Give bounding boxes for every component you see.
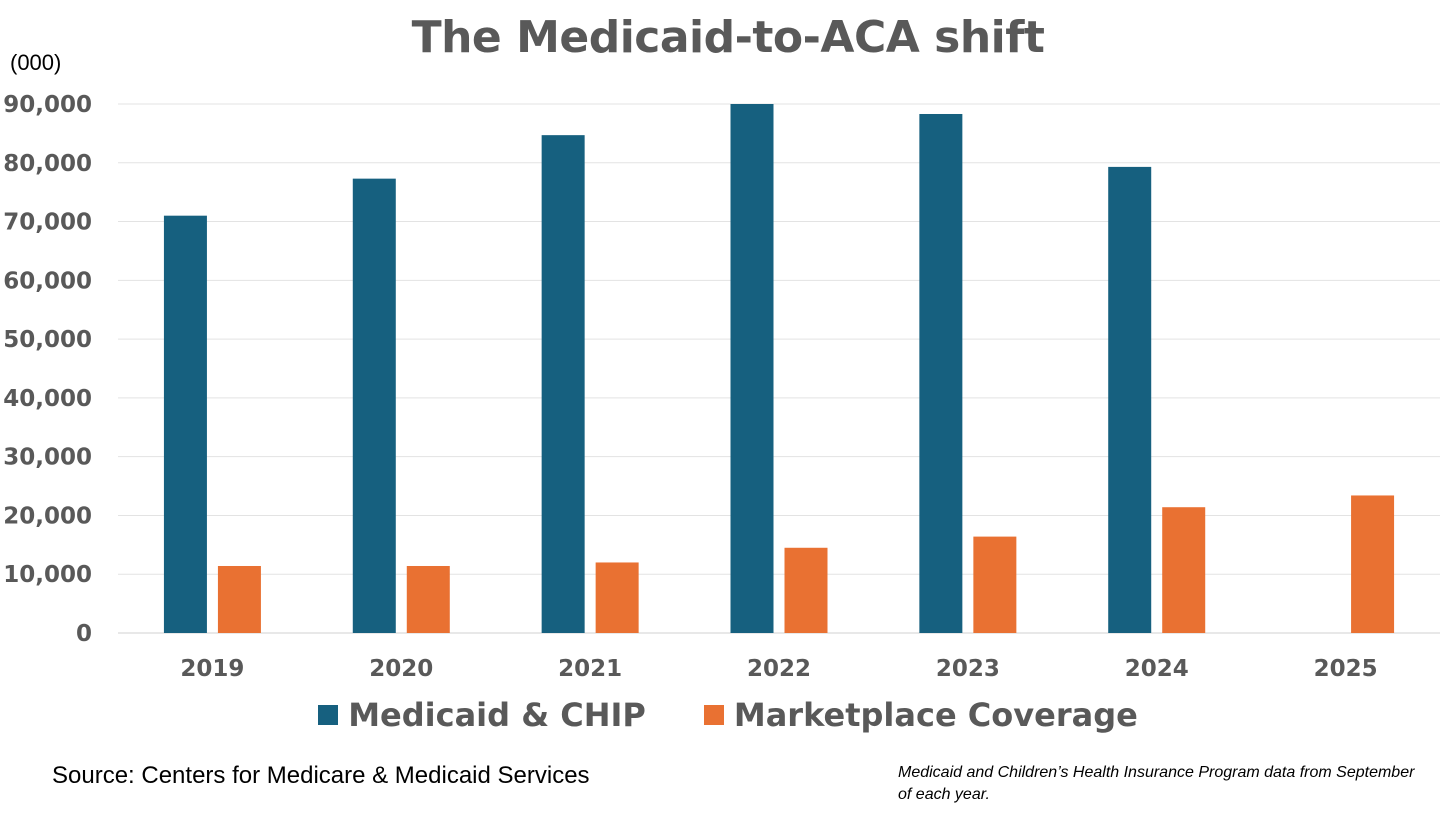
x-tick-label: 2019 [180,656,244,682]
y-tick-label: 50,000 [3,327,92,353]
y-tick-label: 30,000 [3,445,92,471]
legend-item-marketplace: Marketplace Coverage [703,696,1138,734]
legend-label-marketplace: Marketplace Coverage [733,696,1138,734]
x-tick-label: 2021 [558,656,622,682]
bar-marketplace-2022 [784,547,828,633]
x-tick-label: 2022 [747,656,811,682]
x-axis-ticks: 2019 2020 2021 2022 2023 2024 2025 [180,656,1377,682]
gridlines [118,103,1440,634]
bar-marketplace-2024 [1162,507,1206,633]
y-tick-label: 60,000 [3,268,92,294]
bar-marketplace-2021 [595,562,639,633]
bar-chart: 0 10,000 20,000 30,000 40,000 50,000 60,000 70,… [3,92,1440,682]
bar-marketplace-2025 [1351,495,1395,633]
y-tick-label: 40,000 [3,386,92,412]
y-axis-unit-label: (000) [10,50,62,75]
legend: Medicaid & CHIP Marketplace Coverage [0,696,1456,734]
y-tick-label: 20,000 [3,503,92,529]
y-axis-ticks: 0 10,000 20,000 30,000 40,000 50,000 60,000 70,… [3,92,92,647]
y-tick-label: 80,000 [3,151,92,177]
chart-title: The Medicaid-to-ACA shift [411,12,1045,63]
x-tick-label: 2020 [369,656,433,682]
x-tick-label: 2023 [936,656,1000,682]
y-tick-label: 90,000 [3,92,92,118]
y-tick-label: 10,000 [3,562,92,588]
bars [163,104,1395,634]
legend-swatch-marketplace [703,705,724,725]
y-tick-label: 70,000 [3,210,92,236]
bar-medicaid-2022 [730,104,774,633]
bar-medicaid-2019 [163,215,207,633]
bar-medicaid-2020 [352,178,396,634]
bar-medicaid-2024 [1108,166,1152,634]
x-tick-label: 2024 [1125,656,1189,682]
bar-marketplace-2020 [406,565,450,633]
legend-label-medicaid: Medicaid & CHIP [348,696,646,734]
legend-swatch-medicaid [318,705,339,725]
footnote: Medicaid and Children’s Health Insurance… [898,764,1415,803]
bar-marketplace-2023 [973,536,1017,633]
bar-medicaid-2023 [919,113,963,633]
bar-medicaid-2021 [541,135,585,633]
source-note: Source: Centers for Medicare & Medicaid … [52,762,590,789]
bar-marketplace-2019 [217,565,261,633]
legend-item-medicaid: Medicaid & CHIP [318,696,646,734]
y-tick-label: 0 [76,621,92,647]
x-tick-label: 2025 [1314,656,1378,682]
